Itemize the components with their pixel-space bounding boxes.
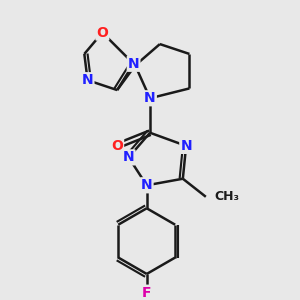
Text: N: N <box>141 178 152 192</box>
Text: N: N <box>180 139 192 153</box>
Text: O: O <box>111 139 123 153</box>
Text: N: N <box>123 150 134 164</box>
Text: CH₃: CH₃ <box>214 190 239 203</box>
Text: N: N <box>128 57 140 71</box>
Text: N: N <box>82 73 93 87</box>
Text: N: N <box>144 91 156 105</box>
Text: O: O <box>96 26 108 40</box>
Text: F: F <box>142 286 152 300</box>
